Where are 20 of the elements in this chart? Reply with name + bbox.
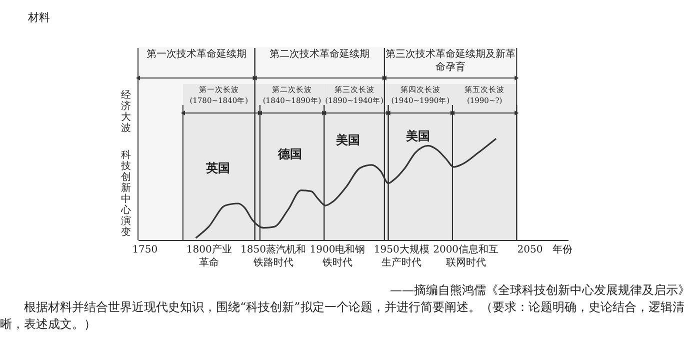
- text: 经济大波: [121, 89, 131, 134]
- x-tick-label: 1950大规模生产时代: [374, 244, 430, 268]
- x-tick-label: 2000信息和互联网时代: [433, 244, 499, 268]
- y-axis-title: 科技创新中心演变: [120, 149, 131, 238]
- annotation: 德国: [277, 147, 302, 161]
- x-tick-label: 1750: [132, 244, 158, 256]
- x-axis-title: 年份: [552, 244, 572, 256]
- text: 材料: [28, 10, 50, 25]
- band-label: 第三次技术革命延续期及新革命孕育: [386, 48, 516, 73]
- annotation: 美国: [335, 133, 360, 147]
- annotation: 英国: [205, 161, 230, 175]
- x-tick-label: 1900电和钢铁时代: [310, 244, 366, 268]
- text: ——摘编自熊鸿儒《全球科技创新中心发展规律及启示》: [389, 282, 690, 299]
- annotation: 美国: [405, 129, 430, 143]
- x-tick-label: 1800产业革命: [186, 244, 232, 268]
- text: 根据材料并结合世界近现代史知识，围绕“科技创新”拟定一个论题，并进行简要阐述。（要求：论题明确，史论结合，逻辑清晰，表述成文。）: [0, 299, 686, 333]
- x-tick-label: 2050: [517, 244, 543, 256]
- band-label: 第一次技术革命延续期: [146, 48, 246, 60]
- band-label: 第二次技术革命延续期: [270, 48, 370, 60]
- x-tick-label: 1850蒸汽机和铁路时代: [240, 244, 306, 268]
